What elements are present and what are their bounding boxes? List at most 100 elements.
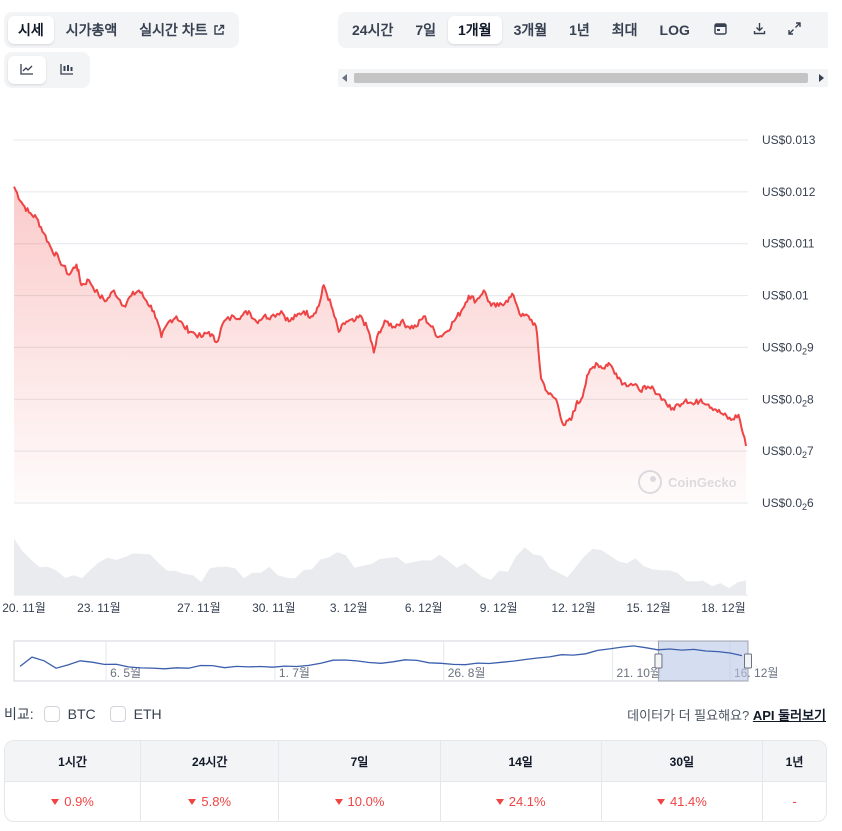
- navigator-handle-right[interactable]: [744, 653, 752, 669]
- navigator-date-label: 6. 5월: [110, 666, 141, 680]
- line-chart-toggle[interactable]: [8, 56, 46, 84]
- range-tab-7d[interactable]: 7일: [405, 16, 446, 44]
- download-button[interactable]: [741, 16, 778, 44]
- navigator-date-label: 1. 7월: [279, 666, 310, 680]
- volume-area: [14, 538, 746, 595]
- range-tab-1y-label: 1년: [569, 22, 590, 38]
- down-triangle-icon: [495, 799, 504, 805]
- y-tick-label: US$0.011: [762, 237, 815, 251]
- change-value: 5.8%: [201, 794, 232, 809]
- x-tick-label: 27. 11월: [177, 601, 221, 615]
- change-value: 0.9%: [64, 794, 94, 809]
- x-tick-label: 3. 12월: [330, 601, 368, 615]
- price-area-fill: [14, 186, 746, 503]
- y-tick-label: US$0.012: [762, 185, 816, 199]
- range-tab-1m-label: 1개월: [458, 22, 492, 38]
- api-explore-link[interactable]: API 둘러보기: [752, 708, 826, 723]
- range-tabs-scrollbar[interactable]: [338, 69, 828, 87]
- compare-eth-label[interactable]: ETH: [133, 706, 162, 722]
- x-tick-label: 6. 12월: [405, 601, 443, 615]
- navigator-trend-line: [19, 645, 743, 670]
- change-value: 24.1%: [508, 794, 546, 809]
- x-tick-label: 23. 11월: [77, 601, 121, 615]
- range-tab-log[interactable]: LOG: [650, 16, 700, 44]
- tab-live-chart[interactable]: 실시간 차트: [129, 16, 234, 44]
- compare-row: 비교: BTC ETH: [4, 704, 162, 724]
- down-triangle-icon: [188, 799, 197, 805]
- compare-btc-checkbox[interactable]: [43, 706, 60, 722]
- range-tab-1m[interactable]: 1개월: [448, 16, 502, 44]
- range-tab-3m-label: 3개월: [513, 22, 548, 38]
- download-icon: [753, 22, 766, 38]
- change-cell: -: [762, 781, 826, 821]
- calendar-button[interactable]: [702, 16, 739, 44]
- expand-button[interactable]: [780, 16, 809, 44]
- down-triangle-icon: [51, 799, 60, 805]
- column-header: 14일: [439, 741, 601, 781]
- coingecko-watermark: CoinGecko: [638, 470, 737, 494]
- down-triangle-icon: [334, 799, 343, 805]
- x-tick-label: 9. 12월: [480, 601, 518, 615]
- x-tick-label: 20. 11월: [2, 601, 46, 615]
- navigator-handle-left[interactable]: [654, 653, 663, 669]
- change-cell: 10.0%: [278, 781, 440, 821]
- expand-icon: [788, 22, 801, 38]
- change-value: 10.0%: [347, 794, 385, 809]
- compare-eth-checkbox[interactable]: [109, 706, 126, 722]
- column-header: 7일: [278, 741, 440, 781]
- external-link-icon: [213, 24, 225, 36]
- range-tab-24h[interactable]: 24시간: [342, 16, 403, 44]
- y-tick-label: US$0.026: [762, 496, 814, 512]
- column-header: 1년: [762, 741, 826, 781]
- scrollbar-thumb[interactable]: [354, 73, 808, 83]
- compare-btc-label[interactable]: BTC: [67, 706, 96, 722]
- compare-label: 비교:: [4, 706, 34, 722]
- column-header: 1시간: [5, 741, 141, 781]
- tab-market-cap-label: 시가총액: [65, 22, 118, 38]
- range-tabs: 24시간 7일 1개월 3개월 1년 최대 LOG: [338, 12, 828, 48]
- change-value: 41.4%: [669, 794, 707, 809]
- x-tick-label: 18. 12월: [701, 601, 745, 615]
- table-header-row: 1시간 24시간 7일 14일 30일 1년: [5, 741, 826, 781]
- scroll-right-arrow-icon[interactable]: [814, 69, 828, 87]
- range-tab-3m[interactable]: 3개월: [504, 16, 558, 44]
- watermark-text: CoinGecko: [668, 475, 737, 490]
- down-triangle-icon: [656, 799, 665, 805]
- x-tick-label: 12. 12월: [551, 601, 595, 615]
- calendar-icon: [714, 22, 727, 38]
- tab-price[interactable]: 시세: [8, 16, 54, 44]
- navigator-selection[interactable]: [657, 640, 749, 682]
- change-cell: 41.4%: [600, 781, 762, 821]
- y-tick-label: US$0.01: [762, 289, 809, 303]
- scroll-left-arrow-icon[interactable]: [338, 69, 352, 87]
- range-tab-1y[interactable]: 1년: [559, 16, 600, 44]
- line-chart-icon: [20, 62, 34, 78]
- x-tick-label: 30. 11월: [252, 601, 296, 615]
- coingecko-logo-icon: [638, 470, 662, 494]
- change-cell: 5.8%: [140, 781, 279, 821]
- tab-market-cap[interactable]: 시가총액: [56, 16, 128, 44]
- y-tick-label: US$0.027: [762, 444, 814, 460]
- more-data-text: 데이터가 더 필요해요?: [627, 708, 750, 723]
- range-tab-max-label: 최대: [611, 22, 638, 38]
- navigator-date-label: 21. 10월: [617, 666, 661, 680]
- tab-price-label: 시세: [18, 22, 44, 38]
- chart-style-toggles: [4, 52, 90, 88]
- change-cell: 24.1%: [439, 781, 601, 821]
- price-chart[interactable]: US$0.026 US$0.027 US$0.028 US$0.029 US$0.01 U…: [0, 0, 842, 700]
- view-tabs: 시세 시가총액 실시간 차트: [4, 12, 239, 48]
- change-cell: 0.9%: [5, 781, 141, 821]
- range-tab-7d-label: 7일: [415, 22, 437, 38]
- candlestick-chart-icon: [60, 62, 74, 78]
- y-tick-label: US$0.028: [762, 392, 814, 408]
- range-navigator[interactable]: 6. 5월 1. 7월 26. 8월 21. 10월 16. 12월: [13, 640, 778, 682]
- y-tick-label: US$0.029: [762, 340, 814, 356]
- price-line: [13, 186, 747, 447]
- navigator-date-label: 26. 8월: [448, 666, 486, 680]
- range-tab-max[interactable]: 최대: [602, 16, 648, 44]
- candlestick-chart-toggle[interactable]: [48, 56, 86, 84]
- tab-live-chart-label: 실시간 차트: [139, 22, 208, 38]
- price-change-table: 1시간 24시간 7일 14일 30일 1년 0.9% 5.8% 10.0% 2…: [4, 740, 827, 822]
- change-value: -: [792, 794, 797, 809]
- y-tick-label: US$0.013: [762, 133, 816, 147]
